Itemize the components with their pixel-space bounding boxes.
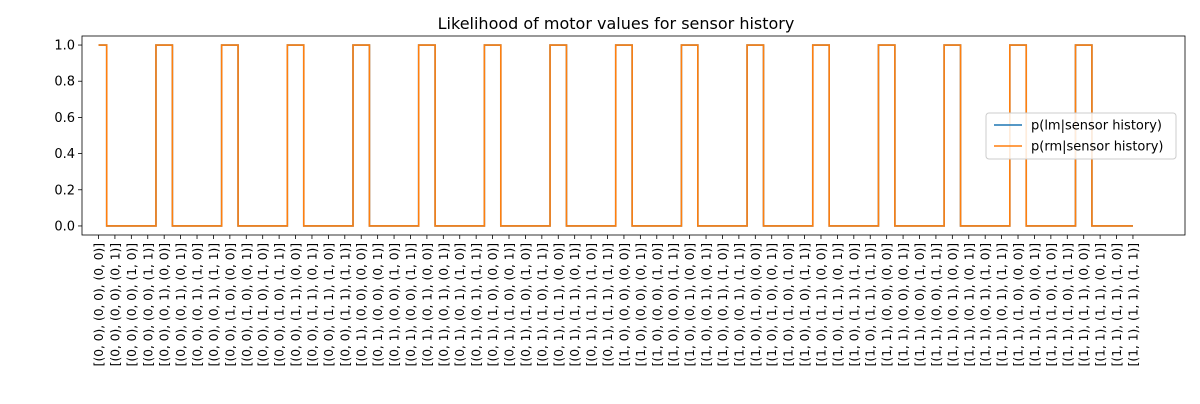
y-tick-label: 0.2 [54, 183, 75, 198]
x-tick-label: [(0, 1), (1, 1), (0, 0)] [552, 243, 566, 366]
plot-frame [81, 35, 1186, 236]
series-layer [98, 44, 1133, 227]
x-tick-label: [(0, 0), (1, 0), (0, 1)] [240, 243, 254, 366]
x-tick-label: [(1, 0), (1, 1), (0, 0)] [814, 243, 828, 366]
x-tick-label: [(1, 1), (1, 0), (0, 0)] [1012, 243, 1026, 366]
x-tick-label: [(1, 0), (0, 0), (1, 1)] [667, 243, 681, 366]
x-tick-label: [(1, 0), (0, 1), (1, 0)] [716, 243, 730, 366]
x-tick-label: [(1, 1), (0, 1), (0, 0)] [946, 243, 960, 366]
x-tick-label: [(1, 1), (1, 0), (1, 0)] [1044, 243, 1058, 366]
x-tick-label: [(1, 1), (0, 0), (0, 0)] [880, 243, 894, 366]
x-tick-label: [(0, 0), (0, 0), (1, 0)] [125, 243, 139, 366]
x-tick-label: [(1, 0), (1, 1), (1, 1)] [864, 243, 878, 366]
x-tick-label: [(1, 1), (1, 1), (1, 1)] [1126, 243, 1140, 366]
legend: p(lm|sensor history) p(rm|sensor history) [985, 112, 1177, 160]
x-tick-label: [(1, 1), (0, 0), (1, 1)] [929, 243, 943, 366]
x-tick-label: [(1, 0), (1, 0), (1, 0)] [782, 243, 796, 366]
legend-label: p(lm|sensor history) [1031, 119, 1162, 134]
x-tick-label: [(1, 1), (0, 0), (0, 1)] [897, 243, 911, 366]
x-tick-label: [(0, 0), (0, 0), (1, 1)] [141, 243, 155, 366]
x-tick-label: [(1, 0), (1, 1), (1, 0)] [847, 243, 861, 366]
x-tick-label: [(0, 1), (1, 0), (1, 0)] [519, 243, 533, 366]
x-tick-label: [(1, 0), (1, 0), (1, 1)] [798, 243, 812, 366]
x-tick-label: [(0, 1), (1, 0), (0, 1)] [503, 243, 517, 366]
x-tick-label: [(1, 0), (1, 1), (0, 1)] [831, 243, 845, 366]
y-tick-label: 0.6 [54, 111, 75, 126]
chart-title: Likelihood of motor values for sensor hi… [438, 14, 795, 33]
x-tick-label: [(0, 0), (1, 1), (0, 0)] [289, 243, 303, 366]
x-tick-label: [(0, 1), (0, 0), (0, 0)] [355, 243, 369, 366]
legend-label: p(rm|sensor history) [1031, 140, 1163, 155]
y-axis: 0.0 0.2 0.4 0.6 0.8 1.0 [54, 39, 82, 234]
y-tick-label: 0.4 [54, 147, 75, 162]
y-tick-label: 1.0 [54, 39, 75, 54]
x-tick-label: [(0, 0), (0, 1), (1, 0)] [191, 243, 205, 366]
series-line-rm [98, 44, 1133, 227]
x-tick-label: [(0, 0), (1, 0), (1, 1)] [273, 243, 287, 366]
x-tick-label: [(0, 1), (0, 1), (1, 0)] [453, 243, 467, 366]
y-tick-label: 0.8 [54, 75, 75, 90]
x-tick-label: [(1, 0), (0, 0), (0, 1)] [634, 243, 648, 366]
x-tick-label: [(1, 1), (1, 1), (0, 1)] [1094, 243, 1108, 366]
x-tick-label: [(1, 1), (1, 0), (0, 1)] [1028, 243, 1042, 366]
x-tick-label: [(0, 1), (0, 0), (1, 0)] [388, 243, 402, 366]
x-tick-label: [(0, 0), (1, 1), (0, 1)] [305, 243, 319, 366]
x-tick-label: [(0, 1), (0, 1), (1, 1)] [470, 243, 484, 366]
x-tick-label: [(0, 0), (1, 0), (0, 0)] [223, 243, 237, 366]
x-tick-label: [(1, 0), (0, 0), (0, 0)] [617, 243, 631, 366]
x-tick-label: [(0, 1), (0, 0), (0, 1)] [371, 243, 385, 366]
x-tick-label: [(1, 0), (1, 0), (0, 0)] [749, 243, 763, 366]
x-axis: [(0, 0), (0, 0), (0, 0)] [(0, 0), (0, 0),… [92, 235, 1140, 366]
x-tick-label: [(1, 1), (1, 1), (0, 0)] [1077, 243, 1091, 366]
x-tick-label: [(0, 0), (0, 0), (0, 1)] [108, 243, 122, 366]
x-tick-label: [(0, 0), (0, 1), (0, 1)] [174, 243, 188, 366]
x-tick-label: [(1, 1), (0, 1), (1, 0)] [979, 243, 993, 366]
x-tick-label: [(1, 1), (0, 1), (0, 1)] [962, 243, 976, 366]
x-tick-label: [(1, 0), (0, 1), (0, 1)] [700, 243, 714, 366]
x-tick-label: [(1, 0), (0, 1), (0, 0)] [683, 243, 697, 366]
plot-area [81, 35, 1186, 236]
x-tick-label: [(0, 1), (1, 0), (1, 1)] [535, 243, 549, 366]
x-tick-label: [(0, 0), (0, 1), (0, 0)] [158, 243, 172, 366]
x-tick-label: [(0, 1), (0, 0), (1, 1)] [404, 243, 418, 366]
x-tick-label: [(1, 0), (0, 1), (1, 1)] [732, 243, 746, 366]
y-tick-label: 0.0 [54, 219, 75, 234]
x-tick-label: [(0, 0), (1, 1), (1, 1)] [338, 243, 352, 366]
x-tick-label: [(1, 1), (1, 1), (1, 0)] [1110, 243, 1124, 366]
x-tick-label: [(1, 1), (0, 0), (1, 0)] [913, 243, 927, 366]
x-tick-label: [(0, 0), (1, 0), (1, 0)] [256, 243, 270, 366]
x-tick-label: [(0, 0), (0, 1), (1, 1)] [207, 243, 221, 366]
x-tick-label: [(1, 1), (1, 0), (1, 1)] [1061, 243, 1075, 366]
x-tick-label: [(1, 1), (0, 1), (1, 1)] [995, 243, 1009, 366]
x-tick-label: [(1, 0), (0, 0), (1, 0)] [650, 243, 664, 366]
x-tick-label: [(0, 1), (1, 0), (0, 0)] [486, 243, 500, 366]
legend-box [985, 112, 1177, 160]
x-tick-label: [(0, 1), (0, 1), (0, 0)] [420, 243, 434, 366]
x-tick-label: [(1, 0), (1, 0), (0, 1)] [765, 243, 779, 366]
x-tick-label: [(0, 1), (1, 1), (0, 1)] [568, 243, 582, 366]
x-tick-label: [(0, 0), (1, 1), (1, 0)] [322, 243, 336, 366]
x-tick-label: [(0, 1), (1, 1), (1, 0)] [585, 243, 599, 366]
x-tick-label: [(0, 1), (1, 1), (1, 1)] [601, 243, 615, 366]
x-tick-label: [(0, 0), (0, 0), (0, 0)] [92, 243, 106, 366]
x-tick-label: [(0, 1), (0, 1), (0, 1)] [437, 243, 451, 366]
